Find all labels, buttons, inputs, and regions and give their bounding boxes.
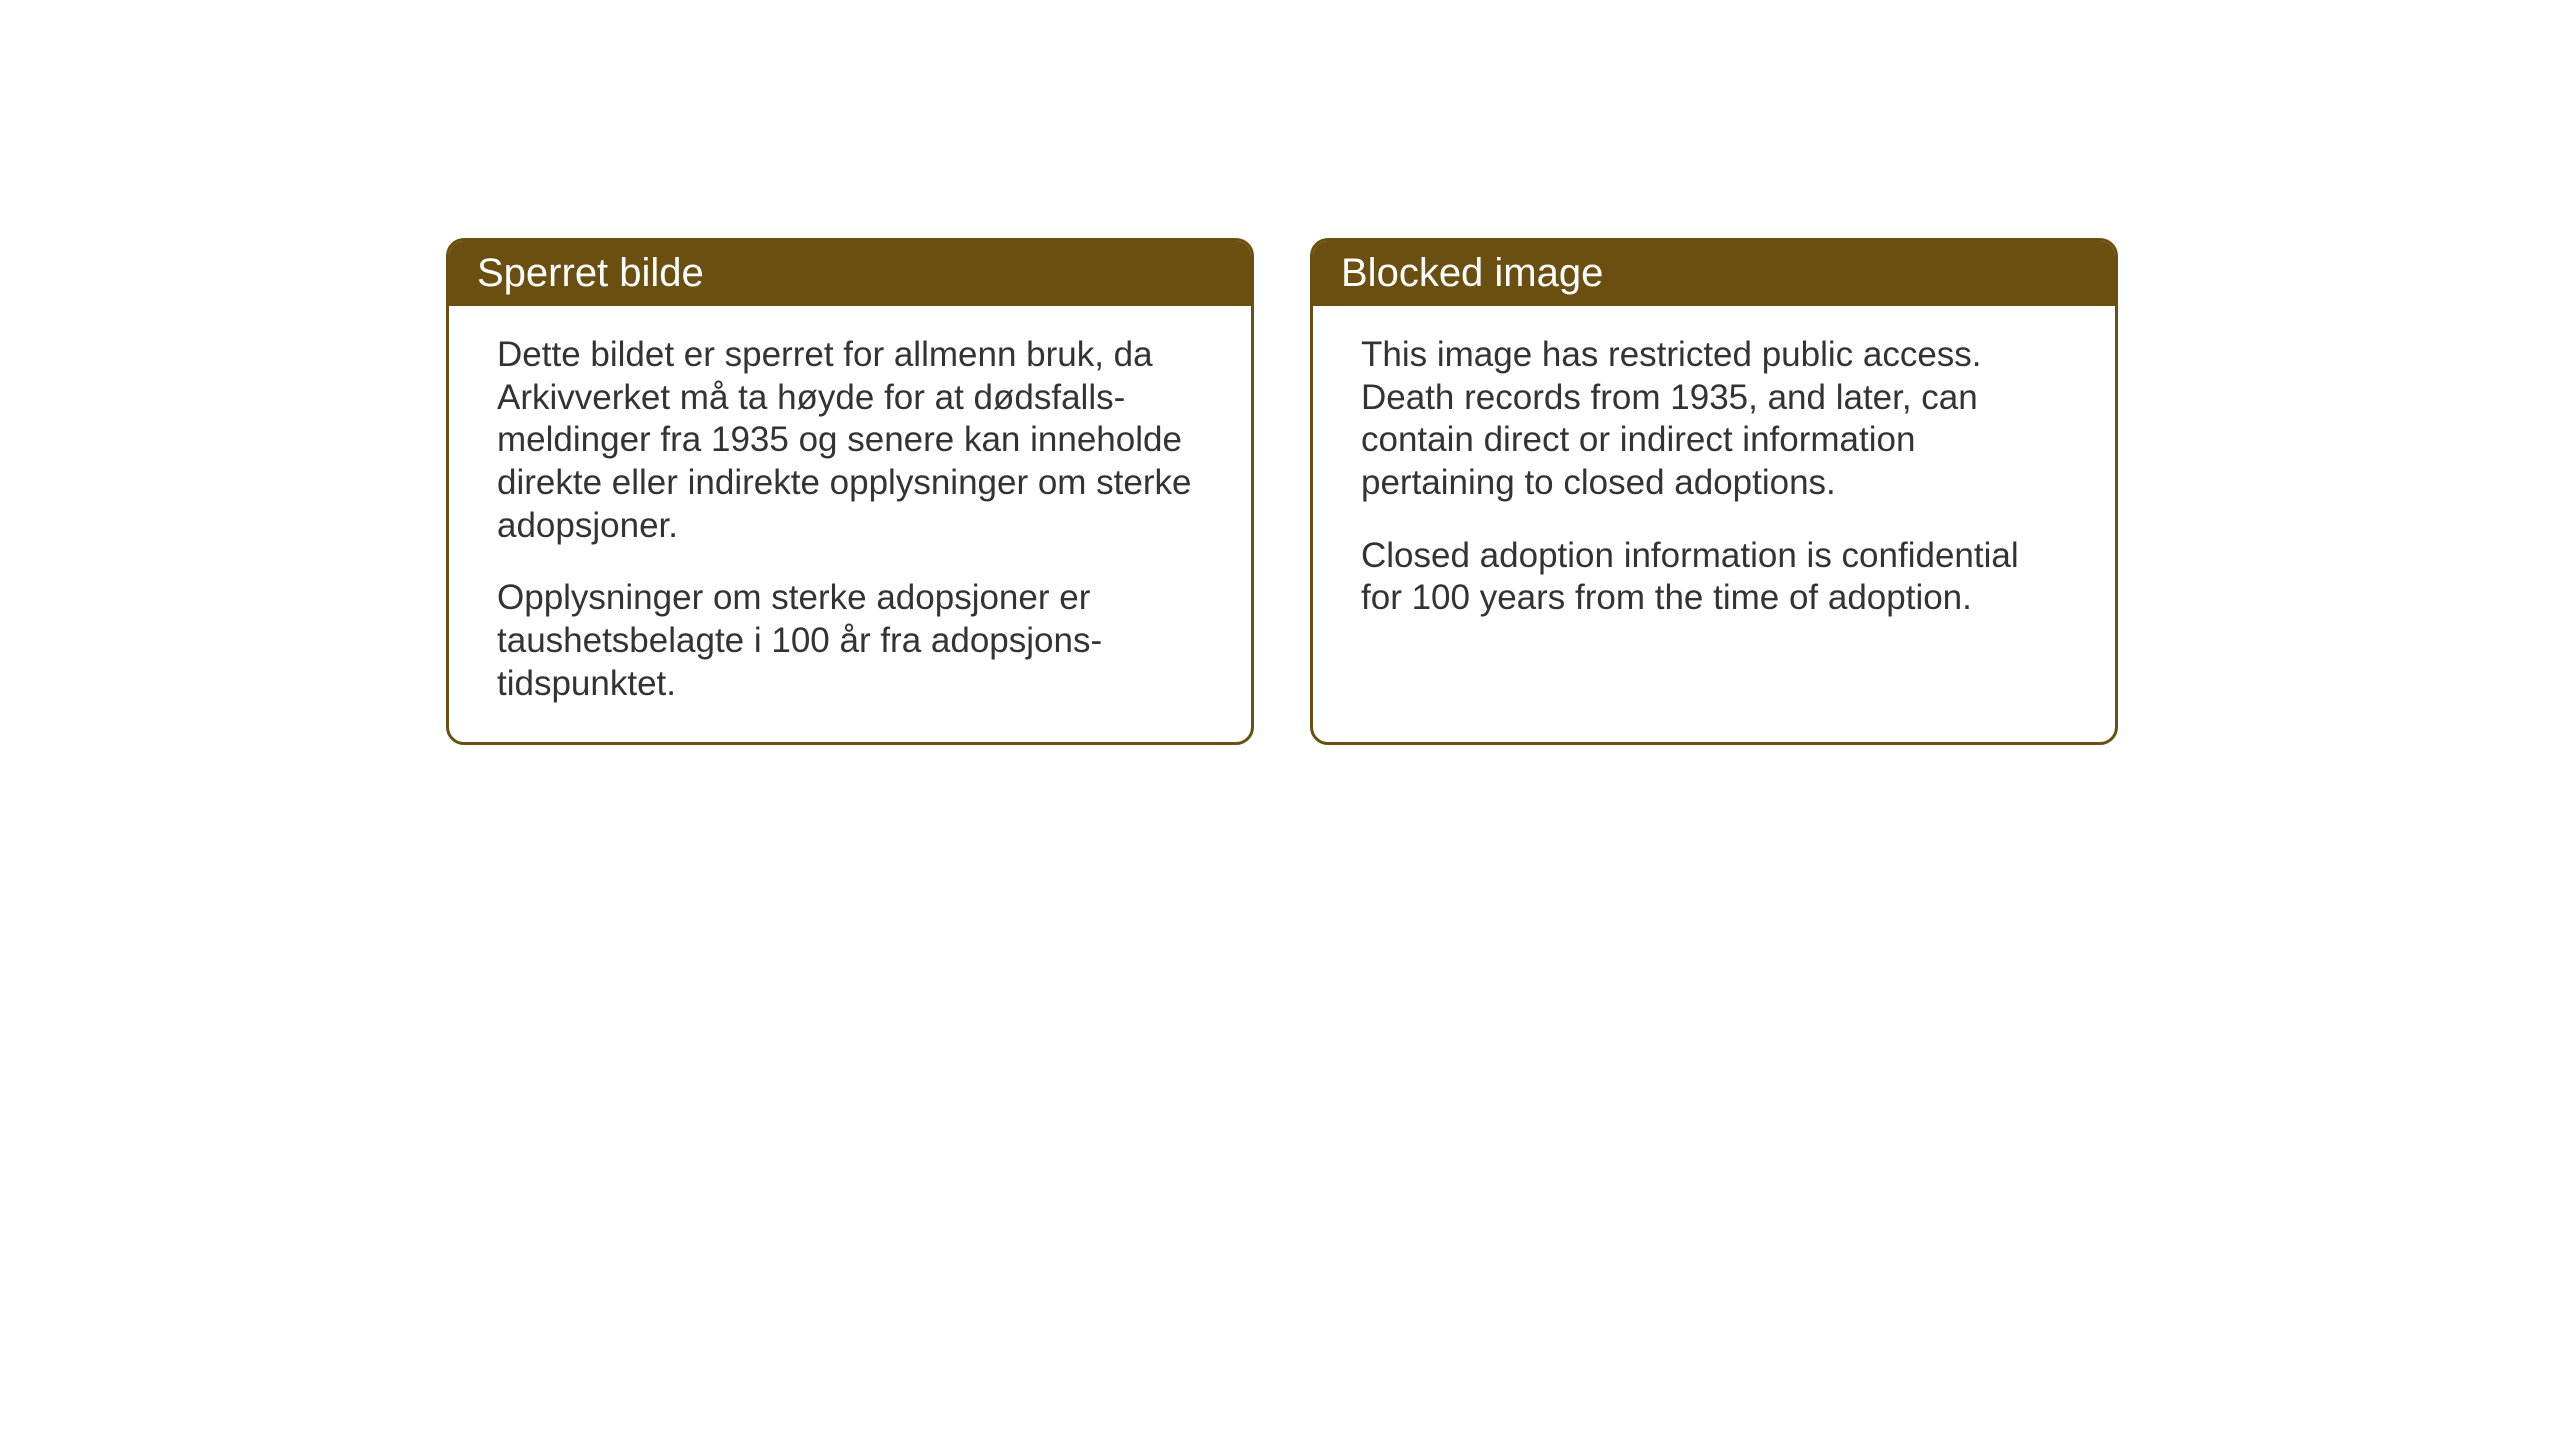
norwegian-card-header: Sperret bilde (449, 241, 1251, 306)
norwegian-paragraph-2: Opplysninger om sterke adopsjoner er tau… (497, 577, 1203, 705)
notice-container: Sperret bilde Dette bildet er sperret fo… (446, 238, 2118, 745)
norwegian-paragraph-1: Dette bildet er sperret for allmenn bruk… (497, 334, 1203, 547)
english-paragraph-2: Closed adoption information is confident… (1361, 535, 2067, 620)
english-card-header: Blocked image (1313, 241, 2115, 306)
norwegian-card-title: Sperret bilde (477, 251, 704, 295)
norwegian-notice-card: Sperret bilde Dette bildet er sperret fo… (446, 238, 1254, 745)
english-notice-card: Blocked image This image has restricted … (1310, 238, 2118, 745)
english-card-body: This image has restricted public access.… (1313, 306, 2115, 736)
english-paragraph-1: This image has restricted public access.… (1361, 334, 2067, 505)
english-card-title: Blocked image (1341, 251, 1603, 295)
norwegian-card-body: Dette bildet er sperret for allmenn bruk… (449, 306, 1251, 742)
